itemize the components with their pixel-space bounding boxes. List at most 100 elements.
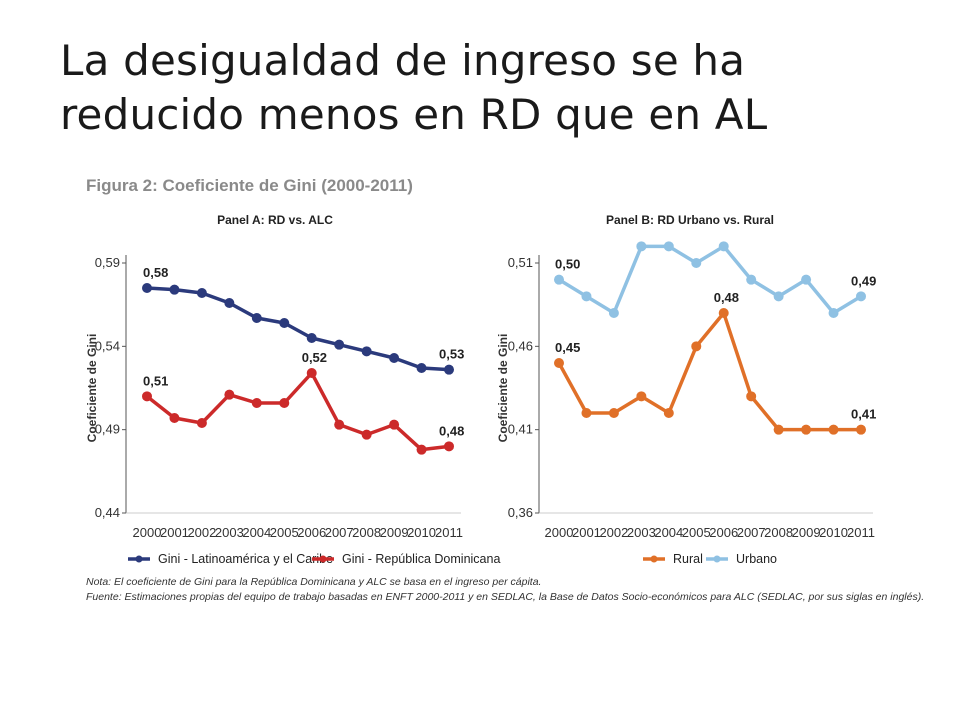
series-line-b-0 xyxy=(557,311,861,432)
series-line-a-0 xyxy=(146,286,450,372)
data-point xyxy=(554,358,564,368)
data-point xyxy=(718,241,729,252)
data-point xyxy=(691,341,702,352)
x-tick-label: 2003 xyxy=(627,525,656,540)
chart-panel-b: Panel B: RD Urbano vs. Rural 0,36 0,41 0,46… xyxy=(496,213,876,566)
figure-note: Nota: El coeficiente de Gini para la Rep… xyxy=(86,576,542,588)
data-point xyxy=(251,313,262,323)
data-label: 0,58 xyxy=(143,265,168,280)
data-point xyxy=(361,346,372,357)
slide-title: La desigualdad de ingreso se ha reducido… xyxy=(60,34,920,142)
data-label: 0,53 xyxy=(439,347,464,362)
data-point xyxy=(828,308,839,318)
data-point xyxy=(663,408,674,418)
x-tick-label: 2001 xyxy=(160,525,189,540)
x-tick-label: 2008 xyxy=(352,525,381,540)
data-point xyxy=(279,398,290,408)
data-point xyxy=(608,408,619,418)
data-label: 0,51 xyxy=(143,373,168,388)
data-point xyxy=(224,298,235,308)
y-tick-label: 0,44 xyxy=(95,505,120,520)
x-tick-label: 2002 xyxy=(187,525,216,540)
legend-swatch-marker xyxy=(319,555,327,563)
figure-source: Fuente: Estimaciones propias del equipo … xyxy=(86,591,925,603)
y-axis-label-a: Coeficiente de Gini xyxy=(85,334,99,443)
data-point xyxy=(334,419,345,430)
chart-panel-a: Panel A: RD vs. ALC 0,44 0,49 0,54 0,59 Coefi… xyxy=(85,213,500,566)
y-tick-label: 0,36 xyxy=(508,505,533,520)
data-point xyxy=(773,424,784,435)
x-tick-label: 2001 xyxy=(572,525,601,540)
x-tick-label: 2005 xyxy=(270,525,299,540)
data-point xyxy=(196,288,207,298)
y-tick-label: 0,59 xyxy=(95,255,120,270)
data-point xyxy=(416,444,427,455)
legend-swatch-marker xyxy=(713,555,721,563)
data-label: 0,50 xyxy=(555,257,580,272)
data-point xyxy=(636,391,647,402)
x-tick-label: 2008 xyxy=(764,525,793,540)
y-tick-label: 0,54 xyxy=(95,338,120,353)
data-point xyxy=(608,308,619,318)
data-point xyxy=(828,424,839,435)
data-label: 0,41 xyxy=(851,407,876,422)
data-point xyxy=(801,274,812,285)
data-label: 0,45 xyxy=(555,340,580,355)
data-point xyxy=(334,339,345,350)
y-tick-label: 0,49 xyxy=(95,422,120,437)
data-point xyxy=(142,391,152,402)
data-label: 0,52 xyxy=(302,350,327,365)
data-point xyxy=(279,318,290,328)
data-point xyxy=(856,291,866,302)
x-tick-label: 2010 xyxy=(407,525,436,540)
panel-title-b: Panel B: RD Urbano vs. Rural xyxy=(606,213,774,227)
data-label: 0,49 xyxy=(851,273,876,288)
x-tick-label: 2007 xyxy=(737,525,766,540)
x-tick-label: 2011 xyxy=(435,525,463,540)
data-point xyxy=(691,258,702,268)
data-point xyxy=(389,353,400,363)
x-tick-label: 2000 xyxy=(545,525,574,540)
x-tick-label: 2006 xyxy=(709,525,738,540)
legend-entry: Urbano xyxy=(736,552,777,566)
data-point xyxy=(554,274,564,285)
data-label: 0,48 xyxy=(439,423,464,438)
x-tick-label: 2006 xyxy=(297,525,326,540)
data-point xyxy=(251,398,262,408)
data-point xyxy=(169,413,180,423)
legend-swatch-marker xyxy=(135,555,143,563)
data-point xyxy=(224,389,235,400)
data-point xyxy=(306,333,317,343)
data-point xyxy=(389,419,400,430)
x-tick-label: 2005 xyxy=(682,525,711,540)
data-point xyxy=(169,284,180,295)
data-point xyxy=(444,441,454,452)
x-tick-label: 2002 xyxy=(599,525,628,540)
data-point xyxy=(416,363,427,373)
x-tick-label: 2007 xyxy=(325,525,354,540)
series-line-b-1 xyxy=(558,244,862,315)
x-tick-label: 2009 xyxy=(380,525,409,540)
data-point xyxy=(581,408,592,418)
x-tick-label: 2003 xyxy=(215,525,244,540)
data-point xyxy=(718,308,729,318)
data-point xyxy=(773,291,784,302)
legend-entry: Rural xyxy=(673,552,703,566)
data-point xyxy=(306,368,317,378)
data-point xyxy=(361,429,372,440)
data-point xyxy=(142,283,152,293)
x-tick-label: 2010 xyxy=(819,525,848,540)
data-point xyxy=(856,424,866,435)
data-point xyxy=(196,418,207,428)
data-point xyxy=(444,364,454,375)
y-tick-label: 0,46 xyxy=(508,338,533,353)
data-point xyxy=(663,241,674,252)
data-point xyxy=(801,424,812,435)
data-label: 0,48 xyxy=(714,290,739,305)
legend-entry: Gini - Latinoamérica y el Caribe xyxy=(158,552,333,566)
x-tick-label: 2000 xyxy=(133,525,162,540)
y-tick-label: 0,51 xyxy=(508,255,533,270)
panel-title-a: Panel A: RD vs. ALC xyxy=(217,213,333,227)
y-tick-label: 0,41 xyxy=(508,422,533,437)
